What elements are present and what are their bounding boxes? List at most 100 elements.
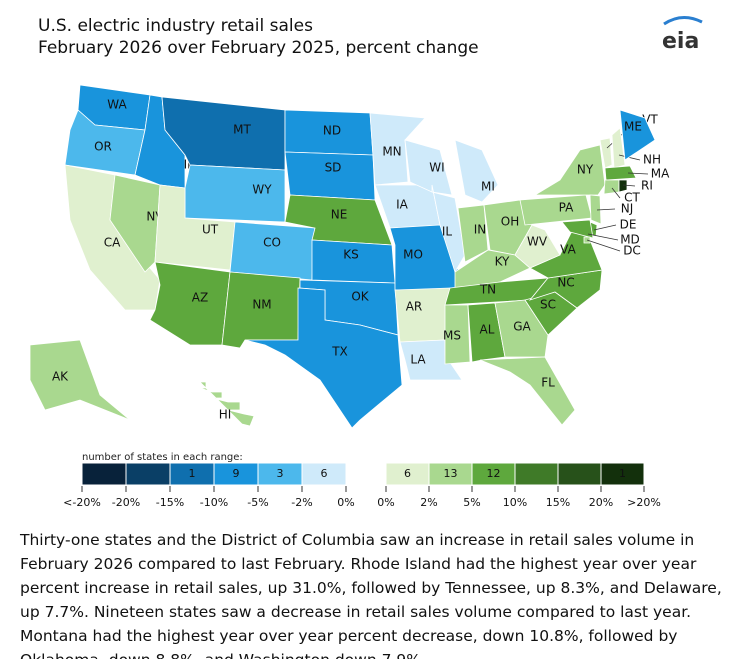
state-shape <box>619 109 656 161</box>
state-label: TN <box>479 283 496 297</box>
legend-tick-label: -5% <box>247 496 268 509</box>
state-label: MS <box>443 329 461 343</box>
legend-tick-label: 0% <box>337 496 354 509</box>
state-shape <box>311 239 396 284</box>
state-shape <box>533 144 606 196</box>
state-shape <box>109 174 161 273</box>
state-shape <box>467 302 506 363</box>
state-label: RI <box>641 179 653 193</box>
leader-line <box>618 154 641 161</box>
state-shape <box>589 194 602 225</box>
legend-swatch <box>125 462 171 486</box>
state-label: ME <box>624 120 642 134</box>
state-label: OR <box>94 140 112 154</box>
legend-count: 6 <box>321 467 328 480</box>
leader-line <box>593 224 617 231</box>
state-shape <box>494 299 549 358</box>
legend-swatch <box>81 462 127 486</box>
state-label: WI <box>429 161 444 175</box>
state-label: KY <box>495 255 510 269</box>
state-label: NY <box>577 163 594 177</box>
state-label: IA <box>396 198 409 212</box>
state-shape <box>603 179 620 195</box>
state-label: NC <box>557 276 574 290</box>
legend-count: 6 <box>404 467 411 480</box>
state-label: WV <box>527 235 548 249</box>
state-label: UT <box>202 223 219 237</box>
legend-count: 1 <box>189 467 196 480</box>
state-shape <box>229 221 316 281</box>
state-label: MA <box>651 167 670 181</box>
leader-line <box>587 233 619 241</box>
state-label: AK <box>52 370 69 384</box>
legend-tick-label: -20% <box>112 496 140 509</box>
state-label: IL <box>442 225 453 239</box>
state-shape <box>369 112 426 186</box>
state-label: CT <box>624 191 640 205</box>
state-label: SD <box>325 161 342 175</box>
state-shape <box>618 179 628 193</box>
state-label: VA <box>560 243 576 257</box>
state-label: MO <box>403 248 423 262</box>
state-label: DE <box>620 218 637 232</box>
state-shape <box>561 219 594 239</box>
state-label: LA <box>410 353 426 367</box>
state-shape <box>244 287 403 429</box>
leader-line <box>627 172 649 175</box>
legend-swatch <box>557 462 602 486</box>
leader-line <box>622 184 636 187</box>
state-label: NJ <box>621 202 634 216</box>
state-shape <box>284 151 376 201</box>
state-label: SC <box>540 298 556 312</box>
state-label: CA <box>104 236 121 250</box>
legend-tick-label: -15% <box>156 496 184 509</box>
state-label: FL <box>541 376 555 390</box>
state-label: DC <box>623 244 641 258</box>
legend-tick-label: -2% <box>291 496 312 509</box>
leader-line <box>611 187 621 199</box>
state-shape <box>444 304 471 365</box>
state-label: IN <box>474 223 487 237</box>
state-label: AR <box>406 300 423 314</box>
state-shape <box>454 139 499 203</box>
legend-count: 12 <box>487 467 501 480</box>
state-label: OH <box>501 215 519 229</box>
leader-line <box>586 239 621 252</box>
state-label: OK <box>351 290 369 304</box>
state-label: WA <box>107 98 127 112</box>
states: WAORCANVIDMTWYUTCOAZNMNDSDNEKSOKTXMNIAMO… <box>29 84 670 429</box>
state-label: CO <box>263 236 281 250</box>
legend-tick-label: 2% <box>420 496 437 509</box>
state-label: KS <box>343 248 359 262</box>
legend-tick-label: <-20% <box>63 496 101 509</box>
state-shape <box>29 339 131 421</box>
description: Thirty-one states and the District of Co… <box>20 531 722 659</box>
state-label: PA <box>559 201 574 215</box>
state-label: AL <box>480 323 495 337</box>
legend-tick-label: 0% <box>377 496 394 509</box>
state-shape <box>514 224 561 269</box>
state-label: MD <box>620 233 640 247</box>
legend-caption: number of states in each range: <box>82 452 243 463</box>
legend-tick-label: 5% <box>463 496 480 509</box>
legend-tick-label: 10% <box>503 496 527 509</box>
state-shape <box>611 127 626 169</box>
state-label: ND <box>323 124 341 138</box>
state-label: HI <box>219 408 232 422</box>
leader-line <box>596 208 616 211</box>
title: U.S. electric industry retail sales <box>38 16 313 36</box>
legend-tick-label: 15% <box>546 496 570 509</box>
legend: 1 9 3 6<-20% -20% -15% -10% -5% -2% 0%6 13 12 10% 2% 5… <box>63 462 661 509</box>
legend-swatch <box>600 462 645 486</box>
legend-count: 3 <box>277 467 284 480</box>
state-label: NE <box>331 208 348 222</box>
state-shape <box>394 287 451 343</box>
subtitle: February 2026 over February 2025, percen… <box>38 38 479 58</box>
state-shape <box>199 381 255 427</box>
state-shape <box>479 356 576 426</box>
state-shape <box>149 261 231 346</box>
legend-count: 9 <box>233 467 240 480</box>
state-label: NH <box>643 153 661 167</box>
legend-swatch <box>301 462 347 486</box>
